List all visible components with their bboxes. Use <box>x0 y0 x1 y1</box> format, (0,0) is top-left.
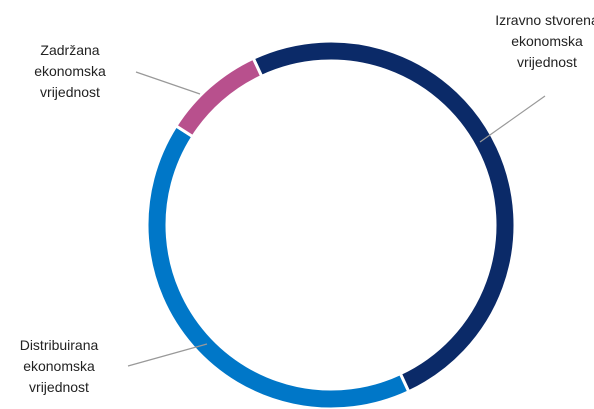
donut-slice <box>173 56 264 139</box>
donut-slice <box>145 123 411 409</box>
slice-label: Zadržana ekonomska vrijednost <box>34 42 106 100</box>
donut-slice <box>251 39 517 394</box>
slice-label: Izravno stvorena ekonomska vrijednost <box>495 12 594 70</box>
leader-line <box>135 71 201 95</box>
leader-line <box>479 95 546 143</box>
slice-label: Distribuirana ekonomska vrijednost <box>19 337 99 395</box>
leader-line <box>127 343 208 367</box>
